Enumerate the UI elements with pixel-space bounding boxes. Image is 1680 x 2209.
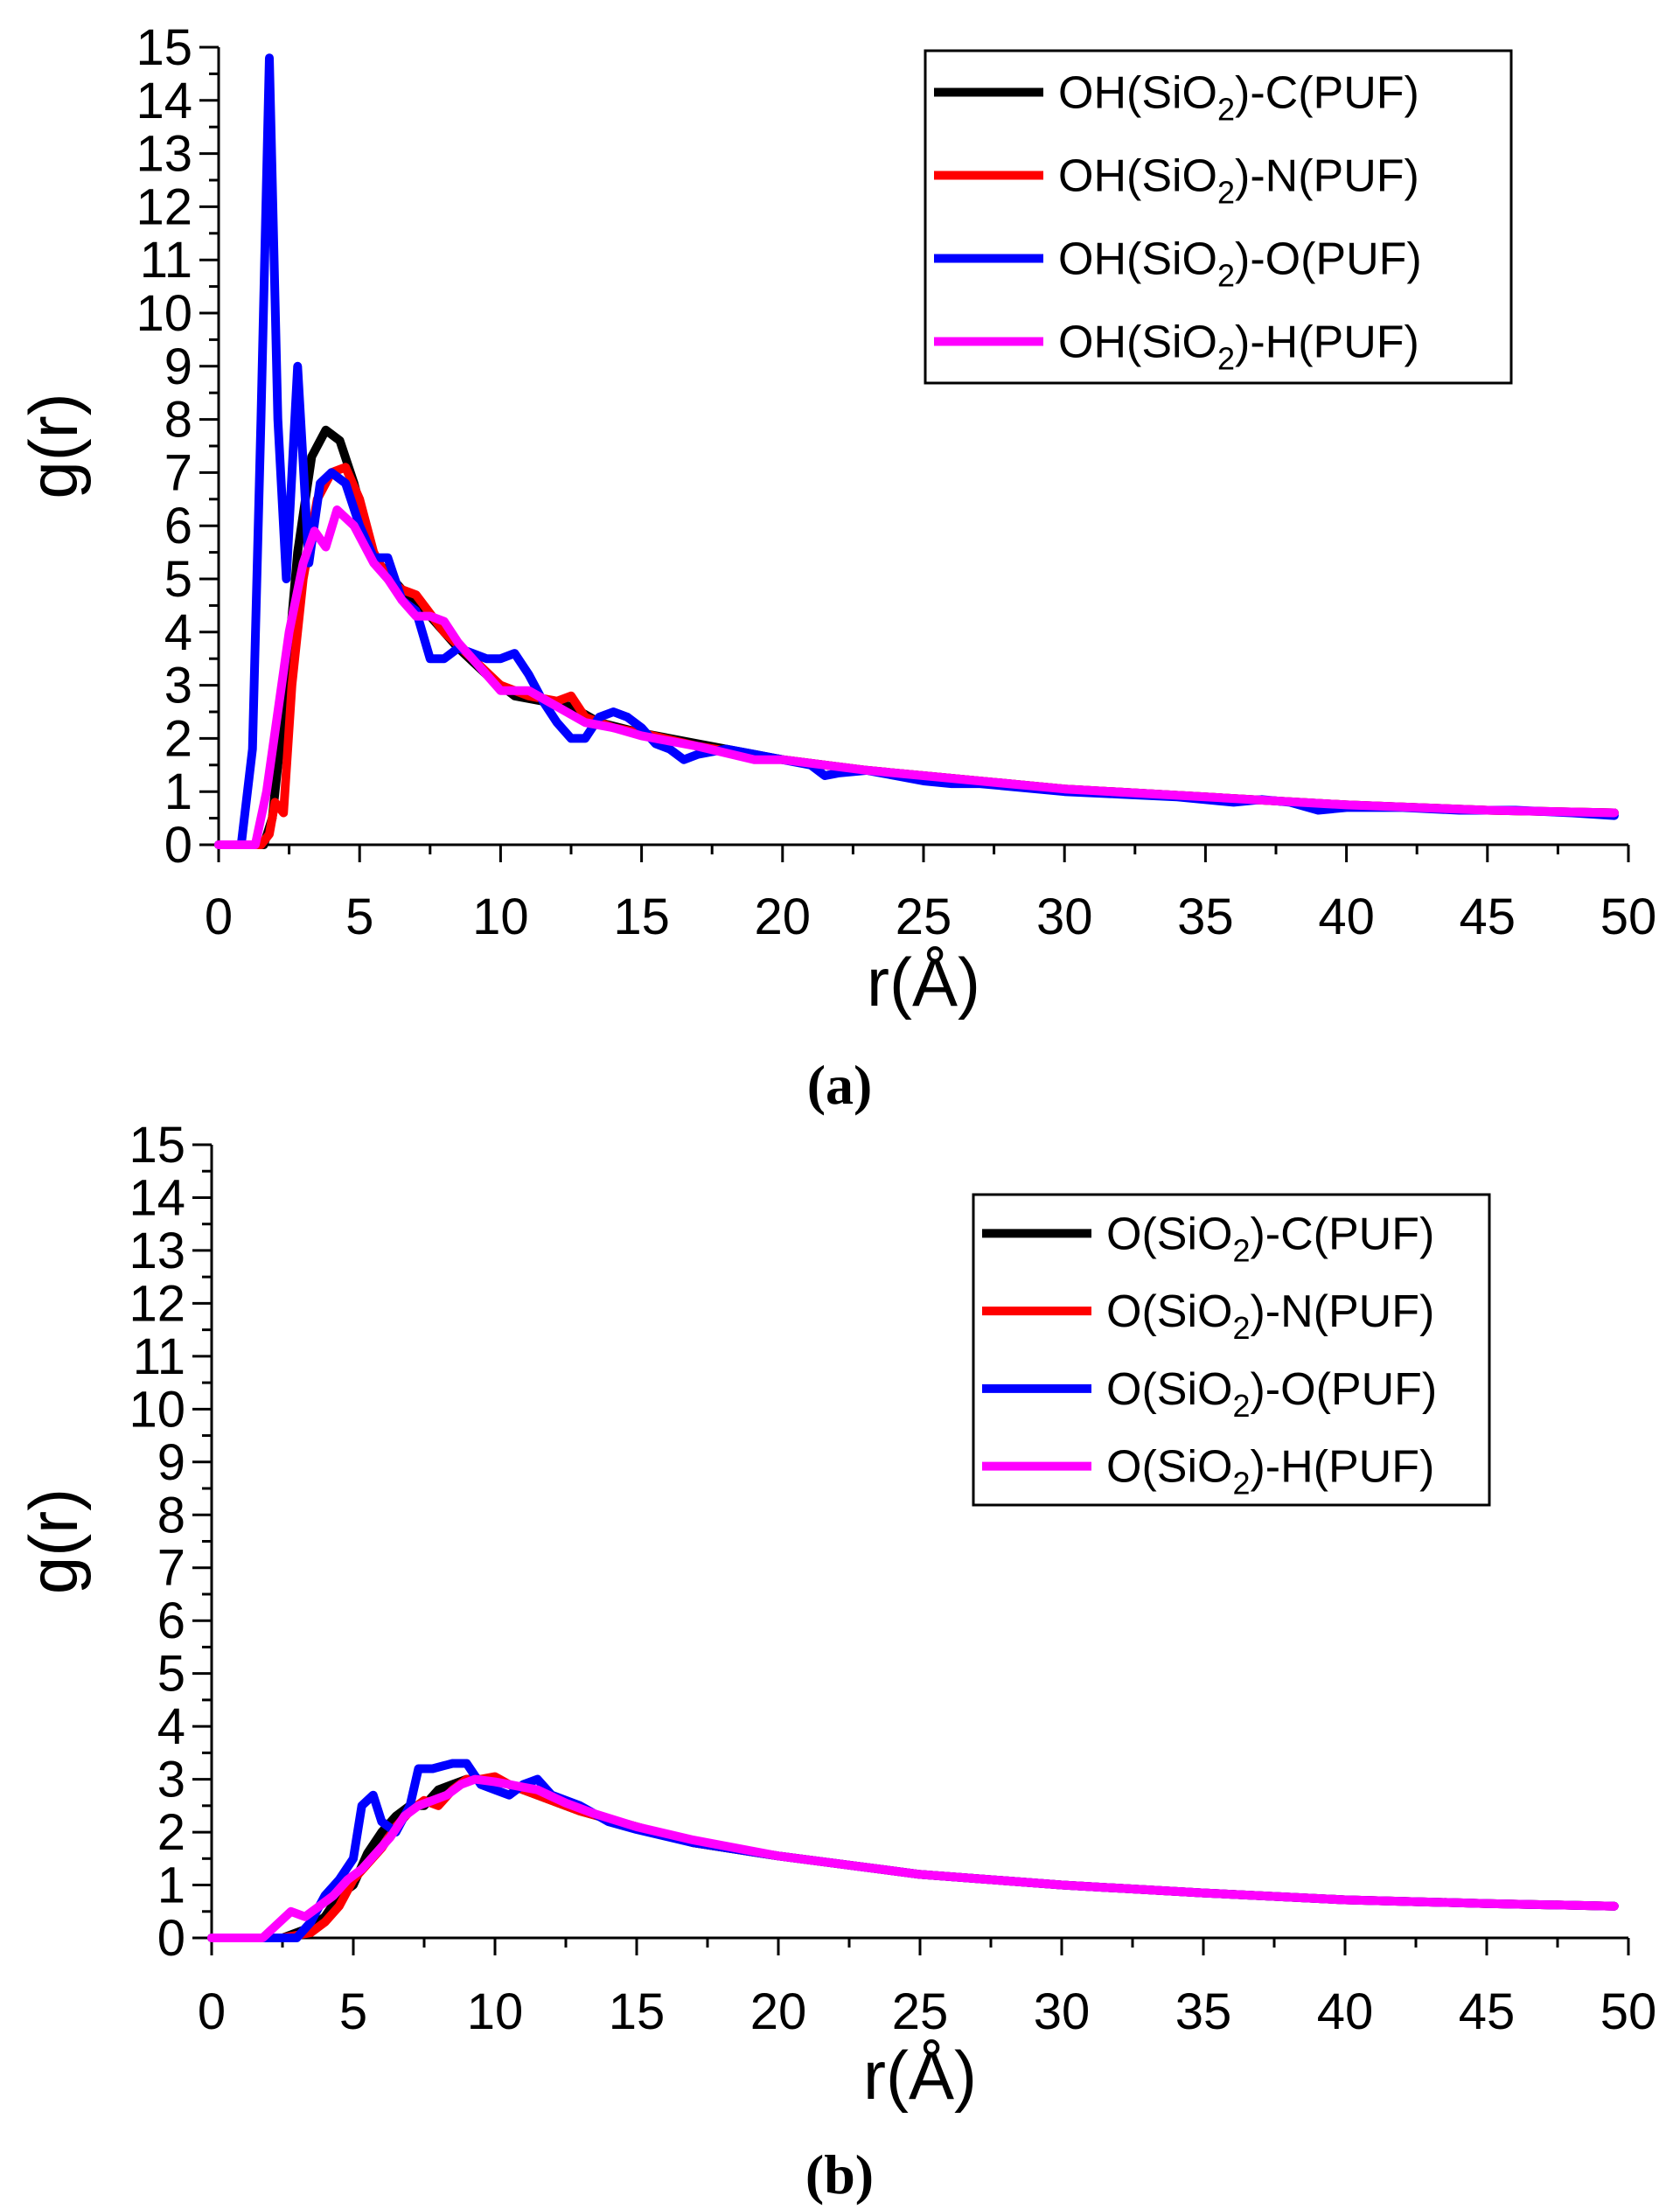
x-tick-label: 40 (1317, 1983, 1374, 2040)
y-tick-label: 6 (164, 498, 192, 554)
x-tick-label: 35 (1175, 1983, 1232, 2040)
y-tick-label: 10 (136, 285, 192, 342)
legend: OH(SiO2)-C(PUF) OH(SiO2)-N(PUF) OH(SiO2)-O… (924, 49, 1513, 385)
panel-label: (a) (807, 1054, 873, 1116)
y-tick-label: 7 (164, 444, 192, 501)
y-tick-label: 0 (164, 817, 192, 874)
x-tick-label: 20 (755, 888, 812, 945)
y-tick-label: 8 (164, 392, 192, 449)
y-tick-label: 7 (157, 1540, 185, 1597)
y-tick-label: 6 (157, 1592, 185, 1649)
legend-frame (924, 49, 1513, 385)
y-axis-title: g(r) (15, 1488, 92, 1594)
y-tick-label: 11 (140, 232, 192, 289)
series-line-3 (214, 505, 1619, 849)
x-tick-label: 30 (1034, 1983, 1091, 2040)
x-tick-label: 5 (345, 888, 373, 945)
x-tick-label: 25 (892, 1983, 949, 2040)
y-tick-label: 9 (157, 1434, 185, 1491)
x-tick-label: 0 (205, 888, 233, 945)
chart-panel-a: 0 5 10 15 20 25 30 35 40 45 5001234567891011121314… (15, 19, 1656, 1116)
y-tick-label: 3 (164, 658, 192, 714)
x-tick-label: 45 (1460, 888, 1516, 945)
y-tick-label: 11 (133, 1328, 185, 1385)
x-tick-label: 20 (750, 1983, 807, 2040)
x-tick-label: 30 (1036, 888, 1093, 945)
y-tick-label: 15 (129, 1117, 185, 1174)
y-tick-label: 14 (136, 73, 192, 129)
x-tick-label: 50 (1600, 1983, 1657, 2040)
x-tick-label: 15 (609, 1983, 666, 2040)
legend-frame (972, 1193, 1491, 1507)
legend-label-1: O(SiO2)-N(PUF) (1106, 1286, 1434, 1346)
x-tick-label: 35 (1177, 888, 1234, 945)
legend-label-0: OH(SiO2)-C(PUF) (1058, 68, 1419, 128)
chart-panel-b: 0 5 10 15 20 25 30 35 40 45 5001234567891011121314… (15, 1117, 1656, 2206)
y-tick-label: 13 (129, 1223, 185, 1279)
x-axis-title: r(Å) (863, 2037, 977, 2114)
y-tick-label: 4 (164, 604, 192, 661)
y-tick-label: 15 (136, 19, 192, 76)
y-tick-label: 5 (157, 1646, 185, 1703)
legend-label-0: O(SiO2)-C(PUF) (1106, 1209, 1434, 1268)
series-line-2 (207, 1759, 1619, 1942)
y-tick-label: 12 (136, 178, 192, 235)
legend-label-3: O(SiO2)-H(PUF) (1106, 1442, 1434, 1502)
y-tick-label: 4 (157, 1698, 185, 1755)
y-tick-label: 14 (129, 1169, 185, 1226)
x-tick-label: 10 (467, 1983, 524, 2040)
y-tick-label: 0 (157, 1910, 185, 1967)
y-tick-label: 3 (157, 1752, 185, 1808)
y-axis-title: g(r) (15, 393, 92, 498)
x-tick-label: 50 (1600, 888, 1657, 945)
legend: O(SiO2)-C(PUF) O(SiO2)-N(PUF) O(SiO2)-O(PU… (972, 1193, 1491, 1507)
series-line-3 (207, 1774, 1619, 1942)
y-tick-label: 1 (157, 1857, 185, 1914)
legend-label-2: OH(SiO2)-O(PUF) (1058, 234, 1422, 294)
x-tick-label: 0 (198, 1983, 226, 2040)
legend-label-3: OH(SiO2)-H(PUF) (1058, 317, 1419, 377)
y-tick-label: 9 (164, 338, 192, 395)
x-axis-title: r(Å) (867, 944, 980, 1021)
x-tick-label: 15 (613, 888, 670, 945)
y-tick-label: 1 (164, 763, 192, 820)
x-tick-label: 5 (339, 1983, 367, 2040)
y-tick-label: 10 (129, 1381, 185, 1438)
y-tick-label: 2 (164, 710, 192, 767)
y-tick-label: 12 (129, 1275, 185, 1332)
legend-label-1: OH(SiO2)-N(PUF) (1058, 151, 1419, 211)
y-tick-label: 13 (136, 126, 192, 183)
legend-label-2: O(SiO2)-O(PUF) (1106, 1364, 1437, 1424)
x-tick-label: 45 (1459, 1983, 1516, 2040)
x-tick-label: 10 (472, 888, 529, 945)
y-tick-label: 5 (164, 551, 192, 608)
x-tick-label: 40 (1318, 888, 1375, 945)
y-tick-label: 8 (157, 1487, 185, 1544)
panel-label: (b) (805, 2143, 874, 2206)
y-tick-label: 2 (157, 1804, 185, 1861)
x-tick-label: 25 (896, 888, 952, 945)
